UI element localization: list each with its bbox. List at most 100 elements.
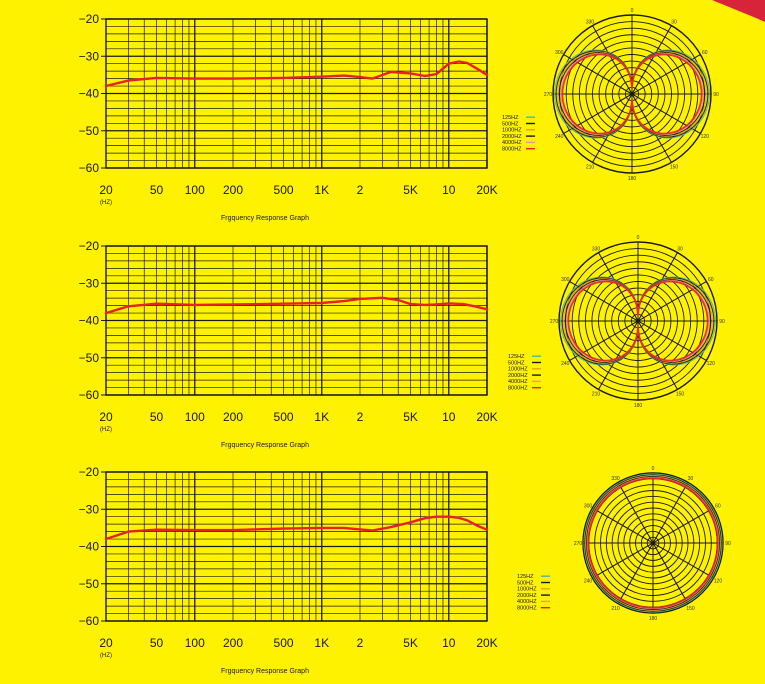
x-tick-label: 10 bbox=[442, 183, 456, 197]
x-tick-label: 20 bbox=[99, 410, 113, 424]
legend-label: 1000HZ bbox=[508, 367, 528, 373]
x-tick-label: 200 bbox=[223, 410, 243, 424]
legend-label: 2000HZ bbox=[517, 593, 537, 599]
x-tick-label: 2 bbox=[357, 410, 364, 424]
y-tick-label: −30 bbox=[79, 49, 100, 63]
polar-angle-label: 330 bbox=[592, 246, 601, 252]
chart-title: Frgquency Response Graph bbox=[221, 668, 309, 675]
polar-angle-label: 90 bbox=[725, 541, 731, 547]
polar-pattern-curve bbox=[567, 280, 709, 362]
polar-angle-label: 60 bbox=[708, 277, 714, 283]
y-tick-label: −40 bbox=[79, 314, 100, 328]
x-tick-label: 50 bbox=[150, 410, 164, 424]
x-unit-label: (HZ) bbox=[100, 427, 112, 433]
polar-angle-label: 30 bbox=[688, 476, 694, 482]
polar-angle-label: 150 bbox=[676, 392, 685, 398]
polar-angle-label: 30 bbox=[677, 246, 683, 252]
polar-angle-label: 270 bbox=[544, 92, 553, 98]
polar-angle-label: 0 bbox=[637, 235, 640, 241]
frequency-response-chart bbox=[101, 18, 489, 169]
x-tick-label: 100 bbox=[185, 183, 205, 197]
x-tick-label: 20K bbox=[476, 410, 497, 424]
x-tick-label: 20K bbox=[476, 183, 497, 197]
response-curve bbox=[104, 60, 489, 88]
polar-angle-label: 0 bbox=[631, 8, 634, 14]
legend-label: 125HZ bbox=[502, 115, 519, 121]
polar-angle-label: 270 bbox=[550, 319, 559, 325]
polar-angle-label: 330 bbox=[586, 19, 595, 25]
x-tick-label: 20K bbox=[476, 636, 497, 650]
x-tick-label: 2 bbox=[357, 636, 364, 650]
polar-pattern-chart bbox=[526, 14, 712, 174]
chart-title: Frgquency Response Graph bbox=[221, 215, 309, 222]
x-tick-label: 1K bbox=[314, 636, 329, 650]
polar-angle-label: 300 bbox=[584, 504, 593, 510]
polar-spoke bbox=[592, 25, 672, 163]
response-curve bbox=[104, 296, 489, 315]
polar-angle-label: 240 bbox=[561, 361, 570, 367]
legend-label: 500HZ bbox=[502, 121, 519, 127]
polar-angle-label: 300 bbox=[561, 277, 570, 283]
legend-label: 1000HZ bbox=[502, 128, 522, 134]
y-tick-label: −60 bbox=[79, 388, 100, 402]
legend-label: 8000HZ bbox=[502, 147, 522, 153]
polar-pattern-curve bbox=[586, 476, 720, 610]
legend-label: 8000HZ bbox=[517, 606, 537, 612]
y-tick-label: −50 bbox=[79, 351, 100, 365]
polar-pattern-curve bbox=[584, 474, 722, 612]
polar-pattern-chart bbox=[541, 472, 724, 614]
x-tick-label: 20 bbox=[99, 183, 113, 197]
x-tick-label: 2 bbox=[357, 183, 364, 197]
response-curve bbox=[104, 515, 489, 541]
x-tick-label: 500 bbox=[274, 636, 294, 650]
y-tick-label: −60 bbox=[79, 161, 100, 175]
x-tick-label: 500 bbox=[274, 183, 294, 197]
polar-angle-label: 180 bbox=[634, 403, 643, 409]
polar-angle-label: 0 bbox=[652, 466, 655, 472]
polar-angle-label: 270 bbox=[574, 541, 583, 547]
y-tick-label: −20 bbox=[79, 239, 100, 253]
polar-spoke bbox=[617, 482, 689, 604]
y-tick-label: −50 bbox=[79, 124, 100, 138]
x-tick-label: 1K bbox=[314, 410, 329, 424]
x-unit-label: (HZ) bbox=[100, 653, 112, 659]
polar-angle-label: 180 bbox=[628, 176, 637, 182]
x-tick-label: 200 bbox=[223, 636, 243, 650]
x-tick-label: 5K bbox=[403, 636, 418, 650]
polar-angle-label: 240 bbox=[555, 134, 564, 140]
legend-label: 125HZ bbox=[517, 574, 534, 580]
polar-angle-label: 60 bbox=[715, 504, 721, 510]
polar-angle-label: 120 bbox=[701, 134, 710, 140]
x-tick-label: 10 bbox=[442, 636, 456, 650]
x-tick-label: 500 bbox=[274, 410, 294, 424]
legend-label: 4000HZ bbox=[517, 599, 537, 605]
x-tick-label: 100 bbox=[185, 636, 205, 650]
x-tick-label: 5K bbox=[403, 410, 418, 424]
y-tick-label: −20 bbox=[79, 465, 100, 479]
x-tick-label: 50 bbox=[150, 183, 164, 197]
polar-pattern-chart bbox=[532, 241, 718, 401]
polar-angle-label: 90 bbox=[713, 92, 719, 98]
legend-label: 1000HZ bbox=[517, 587, 537, 593]
polar-spoke bbox=[598, 252, 678, 390]
polar-pattern-curve bbox=[587, 477, 719, 609]
legend-label: 8000HZ bbox=[508, 386, 528, 392]
corner-ribbon bbox=[712, 0, 765, 22]
y-tick-label: −50 bbox=[79, 577, 100, 591]
polar-angle-label: 330 bbox=[611, 476, 620, 482]
legend-label: 2000HZ bbox=[508, 373, 528, 379]
y-tick-label: −30 bbox=[79, 276, 100, 290]
polar-angle-label: 120 bbox=[714, 579, 723, 585]
x-tick-label: 10 bbox=[442, 410, 456, 424]
x-tick-label: 1K bbox=[314, 183, 329, 197]
polar-angle-label: 60 bbox=[702, 50, 708, 56]
frequency-response-chart bbox=[101, 245, 489, 396]
polar-angle-label: 180 bbox=[649, 616, 658, 622]
polar-angle-label: 240 bbox=[584, 579, 593, 585]
polar-angle-label: 150 bbox=[670, 165, 679, 171]
legend-label: 4000HZ bbox=[508, 379, 528, 385]
y-tick-label: −30 bbox=[79, 502, 100, 516]
polar-angle-label: 300 bbox=[555, 50, 564, 56]
y-tick-label: −60 bbox=[79, 614, 100, 628]
